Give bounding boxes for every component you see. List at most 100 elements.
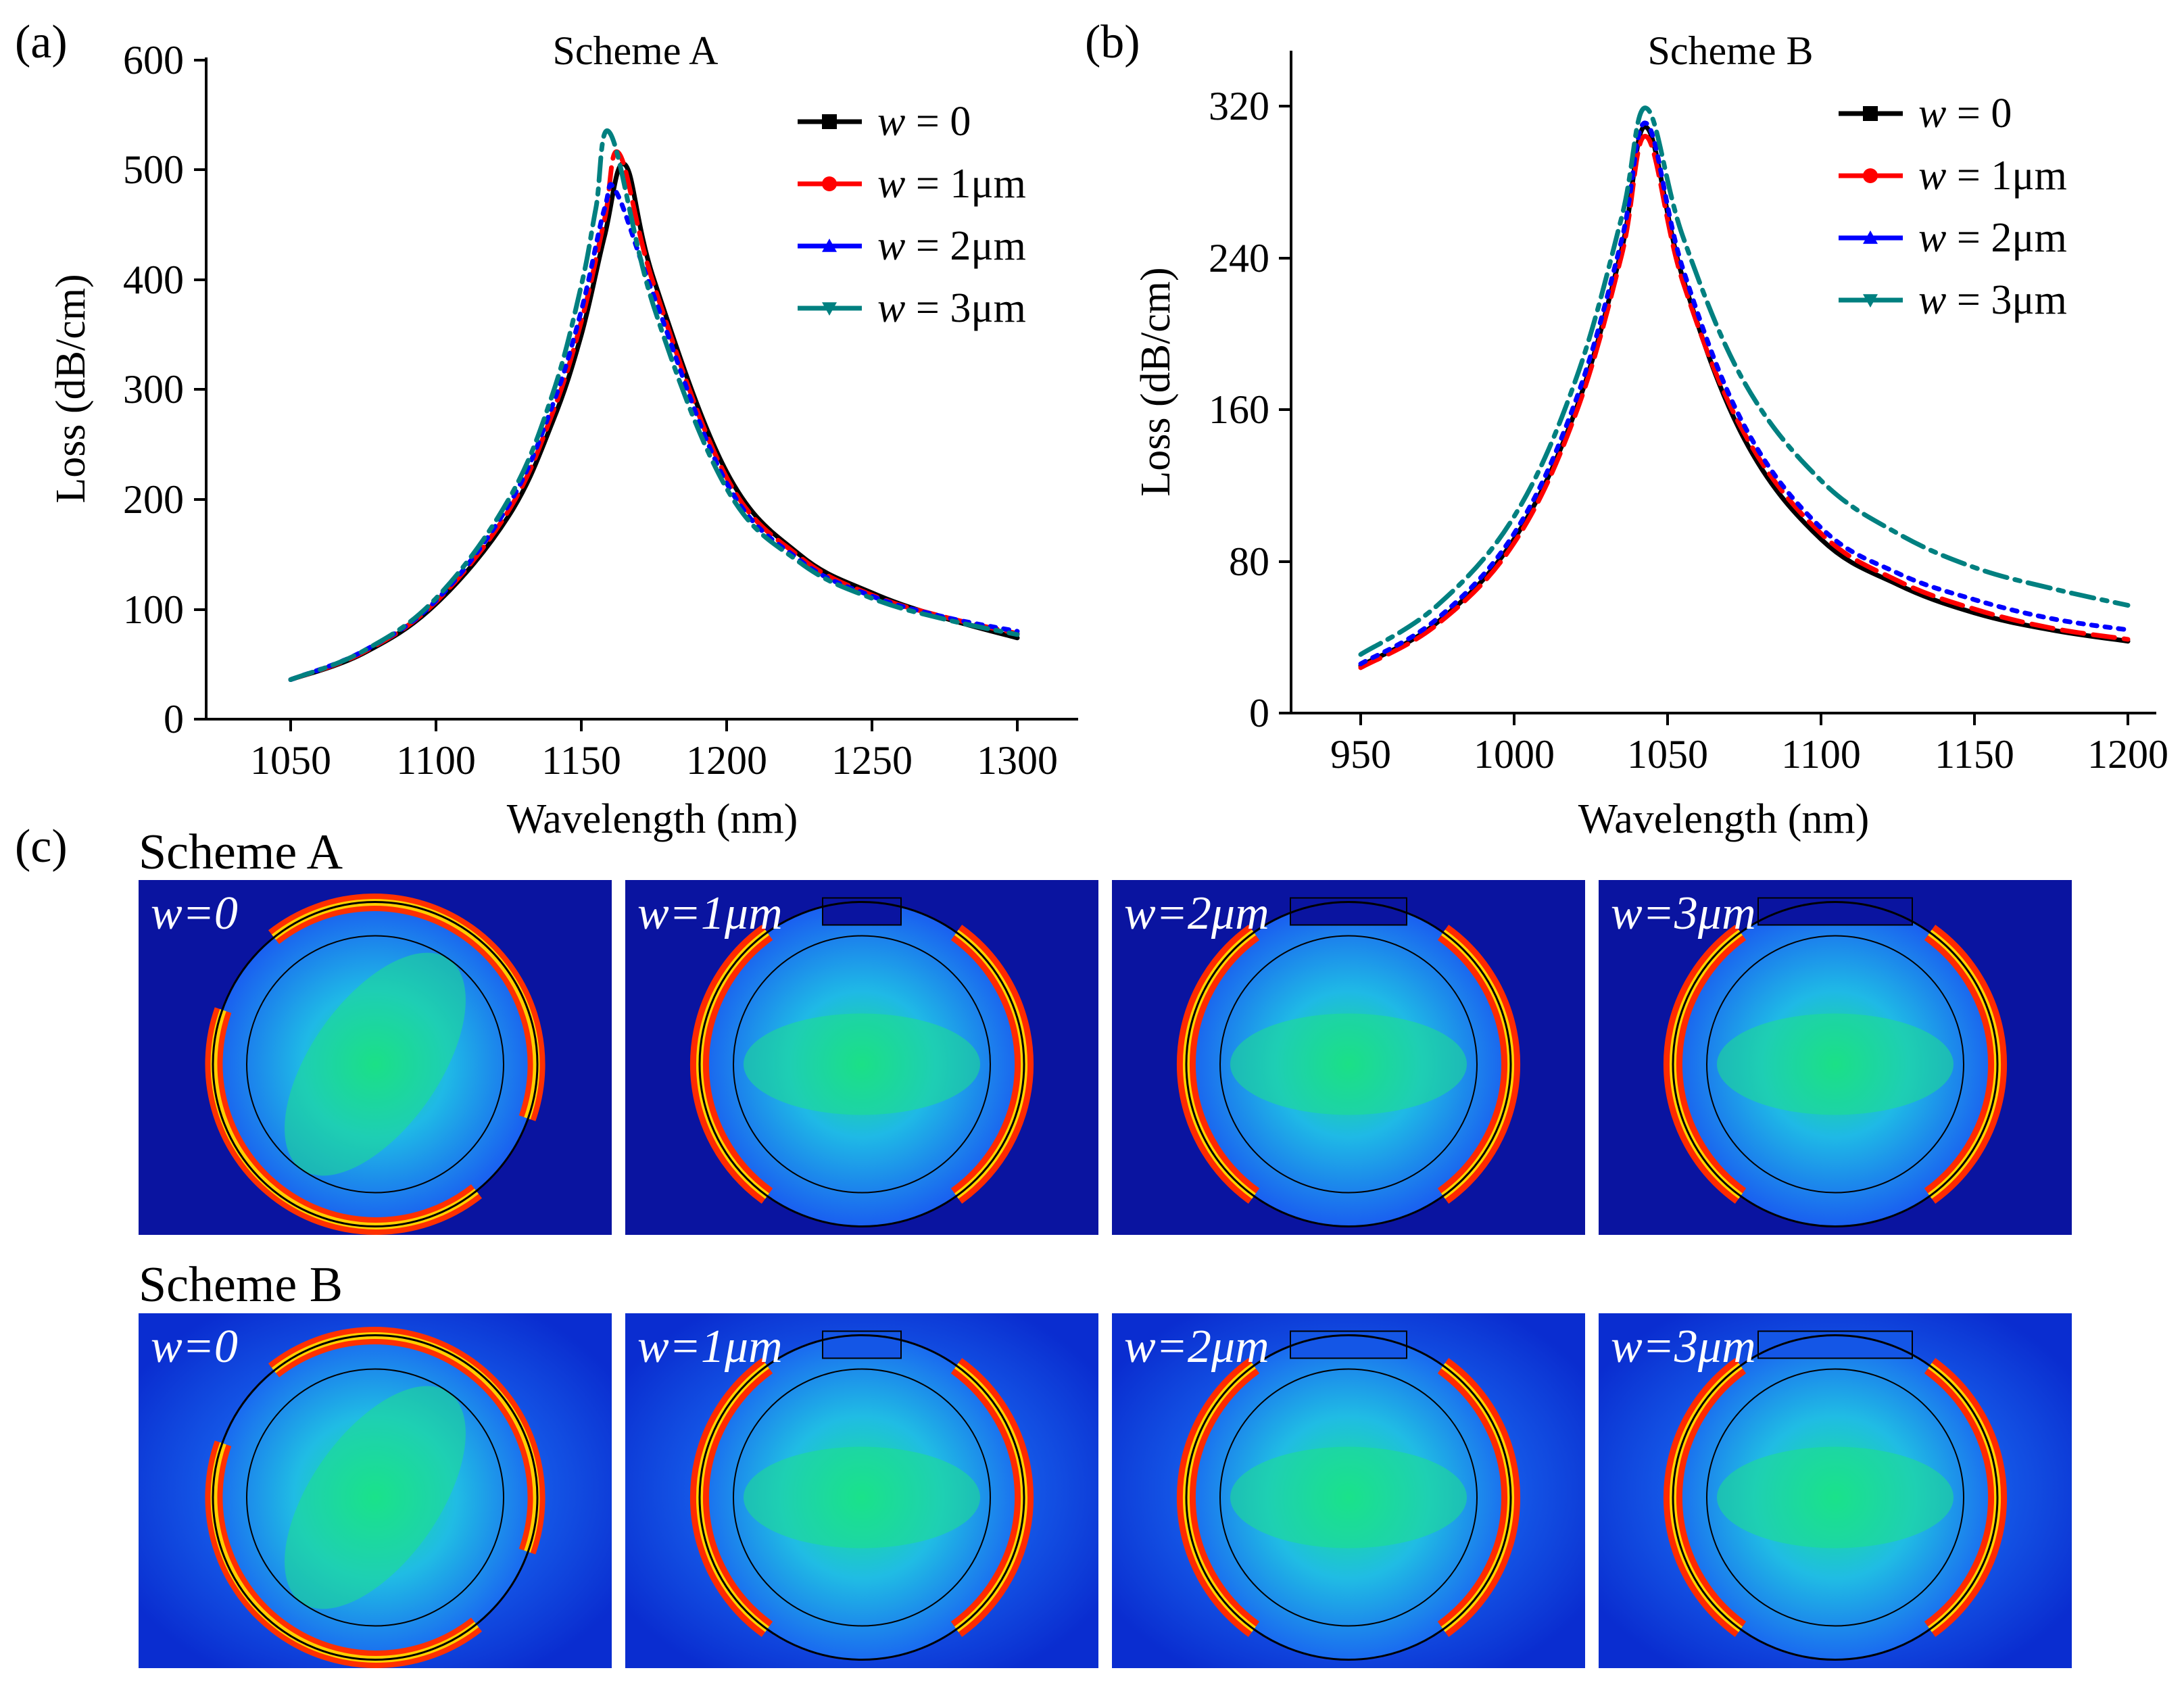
chart-a-ytick-label: 300 xyxy=(123,367,184,412)
chart-a-legend-item: w = 2μm xyxy=(798,223,1026,269)
chart-a-ytick-label: 400 xyxy=(123,258,184,302)
chart-a-ylabel: Loss (dB/cm) xyxy=(48,274,94,503)
legend-marker xyxy=(1863,106,1878,121)
field-map-a-2: w=2μm xyxy=(1112,880,1585,1235)
chart-a-ytick-label: 0 xyxy=(164,697,184,741)
chart-b-axes xyxy=(1290,51,2156,714)
chart-a-xtick-label: 1100 xyxy=(396,738,476,783)
chart-a-ytick-label: 600 xyxy=(123,38,184,82)
chart-b-legend-item: w = 1μm xyxy=(1839,153,2067,199)
chart-a-xlabel: Wavelength (nm) xyxy=(507,796,798,842)
legend-label: w = 2μm xyxy=(1918,215,2067,261)
chart-a-series xyxy=(288,128,1020,682)
legend-marker xyxy=(822,114,837,129)
field-map-b-2: w=2μm xyxy=(1112,1313,1585,1668)
mode-core xyxy=(285,952,466,1176)
chart-a-line-3μm xyxy=(288,128,1020,682)
fiber-outline xyxy=(1672,901,1999,1227)
field-map-a-1: w=1μm xyxy=(625,880,1098,1235)
legend-marker xyxy=(1863,294,1878,308)
field-map-label: w=1μm xyxy=(637,1321,783,1373)
fiber-outline xyxy=(698,901,1025,1227)
fiber-outline xyxy=(1672,1334,1999,1661)
chart-b-ytick-label: 240 xyxy=(1209,236,1269,280)
scheme-b-label: Scheme B xyxy=(139,1257,343,1313)
chart-a-xtick-label: 1050 xyxy=(250,738,331,783)
fiber-outline xyxy=(212,1334,539,1661)
legend-marker xyxy=(822,176,837,191)
legend-label: w = 2μm xyxy=(877,223,1026,269)
chart-a-ytick-label: 500 xyxy=(123,147,184,192)
chart-a-xticks: 1050 1100 1150 1200 1250 1300 xyxy=(250,719,1058,783)
core-outline xyxy=(733,935,991,1194)
chart-a-xtick-label: 1250 xyxy=(831,738,913,783)
chart-a: (a) Scheme A 1050 1100 1150 1200 1250 13… xyxy=(15,16,1078,842)
core-outline xyxy=(1219,935,1478,1194)
fiber-outline xyxy=(1185,901,1512,1227)
mode-core xyxy=(1230,1446,1467,1548)
core-outline xyxy=(246,1368,504,1627)
chart-b-legend-item: w = 2μm xyxy=(1839,215,2067,261)
core-outline xyxy=(733,1368,991,1627)
chart-a-ytick-label: 200 xyxy=(123,477,184,522)
chart-b-xtick-label: 1100 xyxy=(1781,732,1861,777)
field-map-grid: w=0 w=1μm w=2μm w=3μm w=0 w=1μm w=2μm w=3μm xyxy=(139,880,2072,1668)
chart-a-legend-item: w = 3μm xyxy=(798,285,1026,331)
legend-label: w = 3μm xyxy=(1918,277,2067,323)
field-map-label: w=2μm xyxy=(1124,887,1269,940)
chart-b-legend-item: w = 0 xyxy=(1839,91,2012,137)
mode-core xyxy=(1717,1013,1954,1115)
panel-label-b: (b) xyxy=(1085,16,1140,68)
field-map-a-0: w=0 xyxy=(139,880,612,1235)
chart-a-legend-item: w = 1μm xyxy=(798,161,1026,207)
chart-b-line-2μm xyxy=(1358,120,2131,666)
field-map-label: w=0 xyxy=(151,887,238,940)
field-map-label: w=0 xyxy=(151,1321,238,1373)
chart-a-legend: w = 0 w = 1μm w = 2μm w = 3μm xyxy=(798,99,1026,331)
chart-b-xlabel: Wavelength (nm) xyxy=(1578,796,1870,842)
field-map-label: w=3μm xyxy=(1611,887,1756,940)
legend-label: w = 1μm xyxy=(1918,153,2067,199)
chart-b-xtick-label: 1150 xyxy=(1935,732,2014,777)
fiber-outline xyxy=(1185,1334,1512,1661)
chart-a-yticks: 0 100 200 300 400 500 600 xyxy=(123,38,206,741)
chart-a-xtick-label: 1300 xyxy=(977,738,1058,783)
chart-b-ytick-label: 160 xyxy=(1209,387,1269,432)
panel-label-c: (c) xyxy=(15,821,68,873)
core-outline xyxy=(246,935,504,1194)
legend-label: w = 1μm xyxy=(877,161,1026,207)
chart-b-xtick-label: 1200 xyxy=(2087,732,2168,777)
chart-a-legend-item: w = 0 xyxy=(798,99,971,145)
field-map-a-3: w=3μm xyxy=(1599,880,2072,1235)
core-outline xyxy=(1219,1368,1478,1627)
chart-a-title: Scheme A xyxy=(553,28,719,73)
field-maps: (c) Scheme A Scheme B w=0 w=1μm w=2μm w=3μm… xyxy=(15,821,2072,1668)
mode-core xyxy=(744,1013,980,1115)
mode-core xyxy=(285,1386,466,1609)
chart-b-xticks: 950 1000 1050 1100 1150 1200 xyxy=(1330,713,2168,777)
fiber-outline xyxy=(212,901,539,1227)
fiber-outline xyxy=(698,1334,1025,1661)
legend-label: w = 0 xyxy=(1918,91,2012,137)
chart-a-xtick-label: 1150 xyxy=(541,738,621,783)
core-outline xyxy=(1706,935,1964,1194)
chart-b-ytick-label: 80 xyxy=(1229,539,1269,584)
chart-b: (b) Scheme B 950 1000 1050 1100 1150 120… xyxy=(1085,16,2168,842)
core-outline xyxy=(1706,1368,1964,1627)
chart-b-ytick-label: 0 xyxy=(1249,691,1269,735)
chart-b-ytick-label: 320 xyxy=(1209,84,1269,128)
chart-b-xtick-label: 1000 xyxy=(1474,732,1555,777)
field-map-label: w=3μm xyxy=(1611,1321,1756,1373)
scheme-a-label: Scheme A xyxy=(139,825,343,880)
chart-b-xtick-label: 950 xyxy=(1330,732,1391,777)
chart-b-title: Scheme B xyxy=(1648,28,1814,73)
chart-b-legend: w = 0 w = 1μm w = 2μm w = 3μm xyxy=(1839,91,2067,323)
field-map-b-1: w=1μm xyxy=(625,1313,1098,1668)
field-map-b-3: w=3μm xyxy=(1599,1313,2072,1668)
mode-core xyxy=(1717,1446,1954,1548)
legend-marker xyxy=(822,239,837,252)
field-map-label: w=1μm xyxy=(637,887,783,940)
chart-a-ytick-label: 100 xyxy=(123,587,184,632)
field-map-b-0: w=0 xyxy=(139,1313,612,1668)
